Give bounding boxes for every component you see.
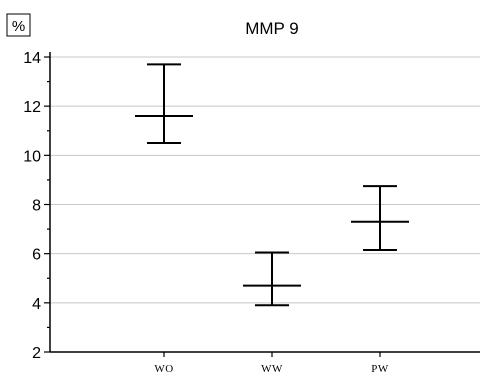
- y-tick-label: 6: [32, 247, 41, 264]
- error-bar-ww: [243, 252, 301, 305]
- x-tick-label: PW: [371, 363, 389, 375]
- y-tick-label: 12: [23, 99, 41, 116]
- y-tick-label: 10: [23, 148, 41, 165]
- y-tick-label: 14: [23, 50, 41, 67]
- y-tick-label: 4: [32, 296, 41, 313]
- error-bar-wo: [135, 64, 193, 143]
- x-axis-ticks: WO WW PW: [154, 352, 389, 375]
- error-bar-pw: [351, 186, 409, 250]
- grid-lines: [50, 57, 480, 303]
- x-tick-label: WW: [261, 363, 283, 375]
- y-axis-unit-box: %: [7, 14, 30, 36]
- y-tick-label: 2: [32, 345, 41, 362]
- error-bars: [135, 64, 409, 305]
- y-tick-label: 8: [32, 198, 41, 215]
- x-tick-label: WO: [154, 363, 173, 375]
- y-axis-unit: %: [12, 18, 25, 35]
- chart-title: MMP 9: [245, 19, 299, 38]
- y-axis-ticks: 2 4 6 8 10 12 14: [23, 50, 50, 362]
